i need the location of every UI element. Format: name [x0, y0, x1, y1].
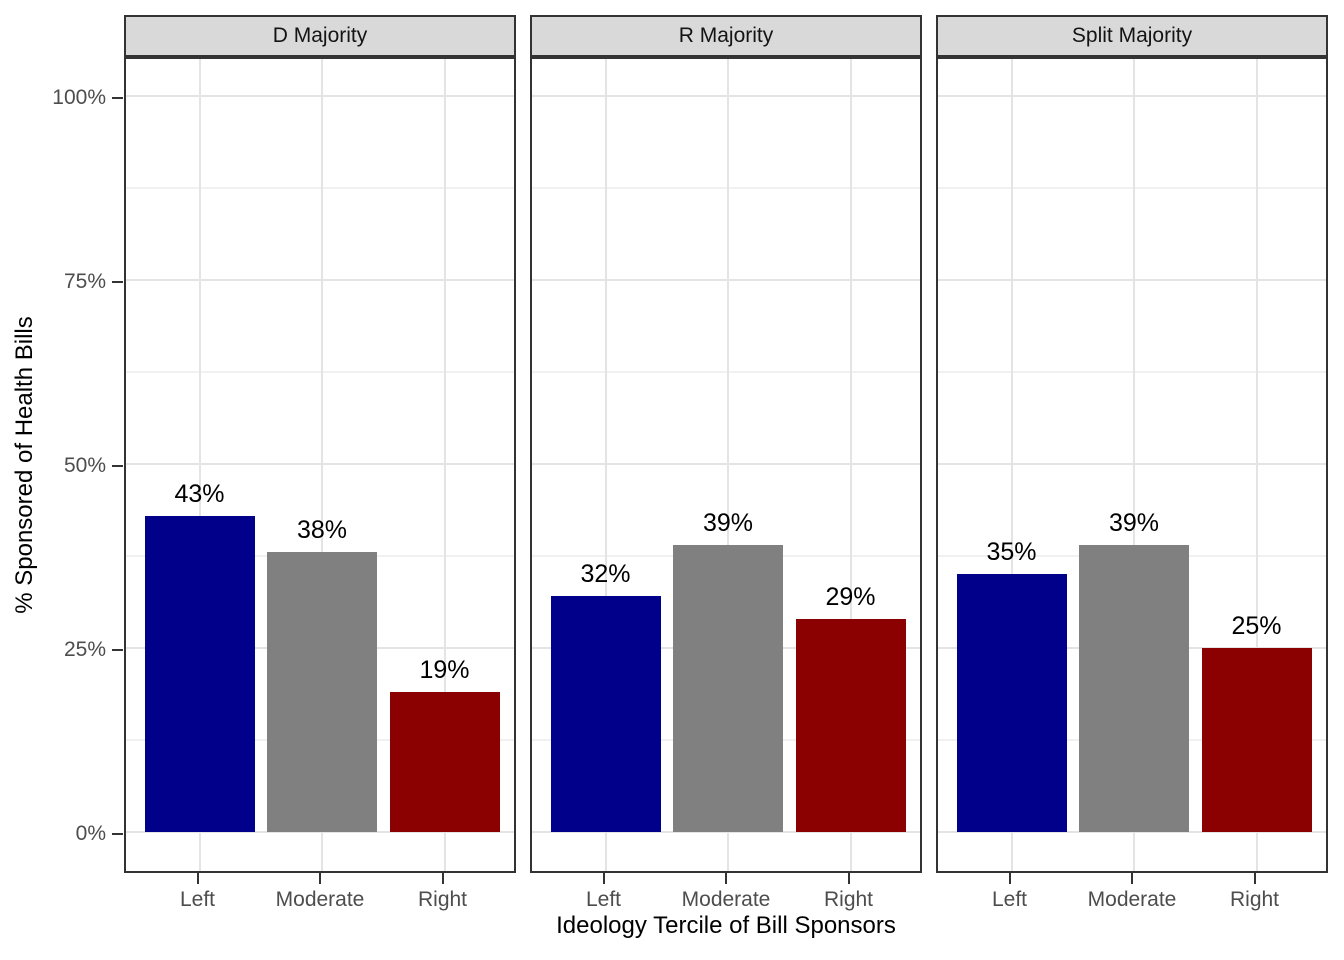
bar — [1201, 648, 1312, 832]
bar-value-label: 38% — [296, 516, 348, 545]
gridline-minor — [126, 187, 514, 189]
gridline-minor — [938, 371, 1326, 373]
gridline-major — [532, 463, 920, 465]
x-tick-mark — [196, 873, 199, 884]
y-tick-mark — [112, 465, 123, 467]
gridline-vertical — [604, 59, 607, 871]
gridline-major — [938, 95, 1326, 97]
gridline-vertical — [443, 59, 446, 871]
y-tick-label: 25% — [63, 638, 106, 661]
bar-value-label: 39% — [702, 508, 754, 537]
facet-strip-label: Split Majority — [1071, 24, 1193, 47]
x-tick-mark — [1131, 873, 1133, 884]
y-tick-label: 75% — [63, 270, 106, 293]
bar — [389, 692, 500, 832]
facet-strip: R Majority — [530, 15, 922, 57]
gridline-vertical — [321, 59, 323, 871]
bar-value-label: 25% — [1231, 612, 1282, 640]
bar — [550, 596, 661, 832]
facet-strip-label: R Majority — [678, 24, 774, 47]
bar-value-label: 19% — [419, 656, 470, 685]
x-tick-mark — [847, 873, 850, 884]
y-tick-mark — [112, 281, 123, 283]
x-tick-mark — [725, 873, 727, 884]
gridline-minor — [532, 371, 920, 373]
bar — [795, 618, 906, 832]
bar-value-label: 32% — [580, 560, 631, 589]
y-tick-mark — [112, 649, 123, 651]
x-tick-label: Left — [179, 888, 216, 911]
x-tick-label: Right — [1229, 888, 1280, 911]
y-tick-label: 100% — [52, 86, 106, 109]
bar — [1079, 544, 1189, 832]
gridline-vertical — [198, 59, 201, 871]
x-tick-label: Left — [991, 888, 1028, 911]
x-tick-mark — [319, 873, 321, 884]
x-tick-label: Left — [585, 888, 622, 911]
gridline-vertical — [1010, 59, 1013, 871]
gridline-minor — [532, 187, 920, 189]
x-tick-label: Right — [823, 888, 874, 911]
y-tick-label: 50% — [63, 454, 106, 477]
gridline-major — [126, 279, 514, 281]
x-axis-title: Ideology Tercile of Bill Sponsors — [556, 912, 896, 939]
gridline-major — [938, 279, 1326, 281]
x-tick-label: Moderate — [1087, 888, 1177, 911]
bar — [673, 544, 783, 832]
y-tick-label: 0% — [75, 822, 106, 845]
x-tick-label: Moderate — [275, 888, 365, 911]
x-tick-label: Right — [417, 888, 468, 911]
gridline-minor — [126, 371, 514, 373]
facet-strip-label: D Majority — [272, 24, 368, 47]
gridline-major — [532, 831, 920, 833]
gridline-major — [126, 831, 514, 833]
bar-value-label: 35% — [986, 538, 1037, 567]
x-tick-mark — [1253, 873, 1256, 884]
gridline-vertical — [1133, 59, 1135, 871]
gridline-minor — [938, 187, 1326, 189]
bar — [267, 552, 377, 832]
bar — [956, 574, 1067, 832]
gridline-major — [938, 831, 1326, 833]
gridline-vertical — [727, 59, 729, 871]
x-tick-label: Moderate — [681, 888, 771, 911]
bar-value-label: 29% — [825, 582, 876, 611]
bar — [144, 515, 255, 832]
facet-panel: 43% 38% 19% — [124, 57, 516, 873]
facet-panel: 32% 39% 29% — [530, 57, 922, 873]
gridline-major — [532, 95, 920, 97]
x-tick-mark — [441, 873, 444, 884]
bar-value-label: 39% — [1108, 508, 1160, 537]
gridline-major — [532, 279, 920, 281]
facet-panel: 35% 39% 25% — [936, 57, 1328, 873]
gridline-vertical — [849, 59, 852, 871]
x-tick-mark — [602, 873, 605, 884]
y-tick-mark — [112, 97, 123, 99]
gridline-major — [126, 463, 514, 465]
gridline-major — [938, 463, 1326, 465]
gridline-major — [126, 95, 514, 97]
facet-strip: Split Majority — [936, 15, 1328, 57]
x-tick-mark — [1008, 873, 1011, 884]
y-tick-mark — [112, 833, 123, 835]
facet-strip: D Majority — [124, 15, 516, 57]
bar-value-label: 43% — [174, 479, 225, 508]
gridline-vertical — [1255, 59, 1258, 871]
